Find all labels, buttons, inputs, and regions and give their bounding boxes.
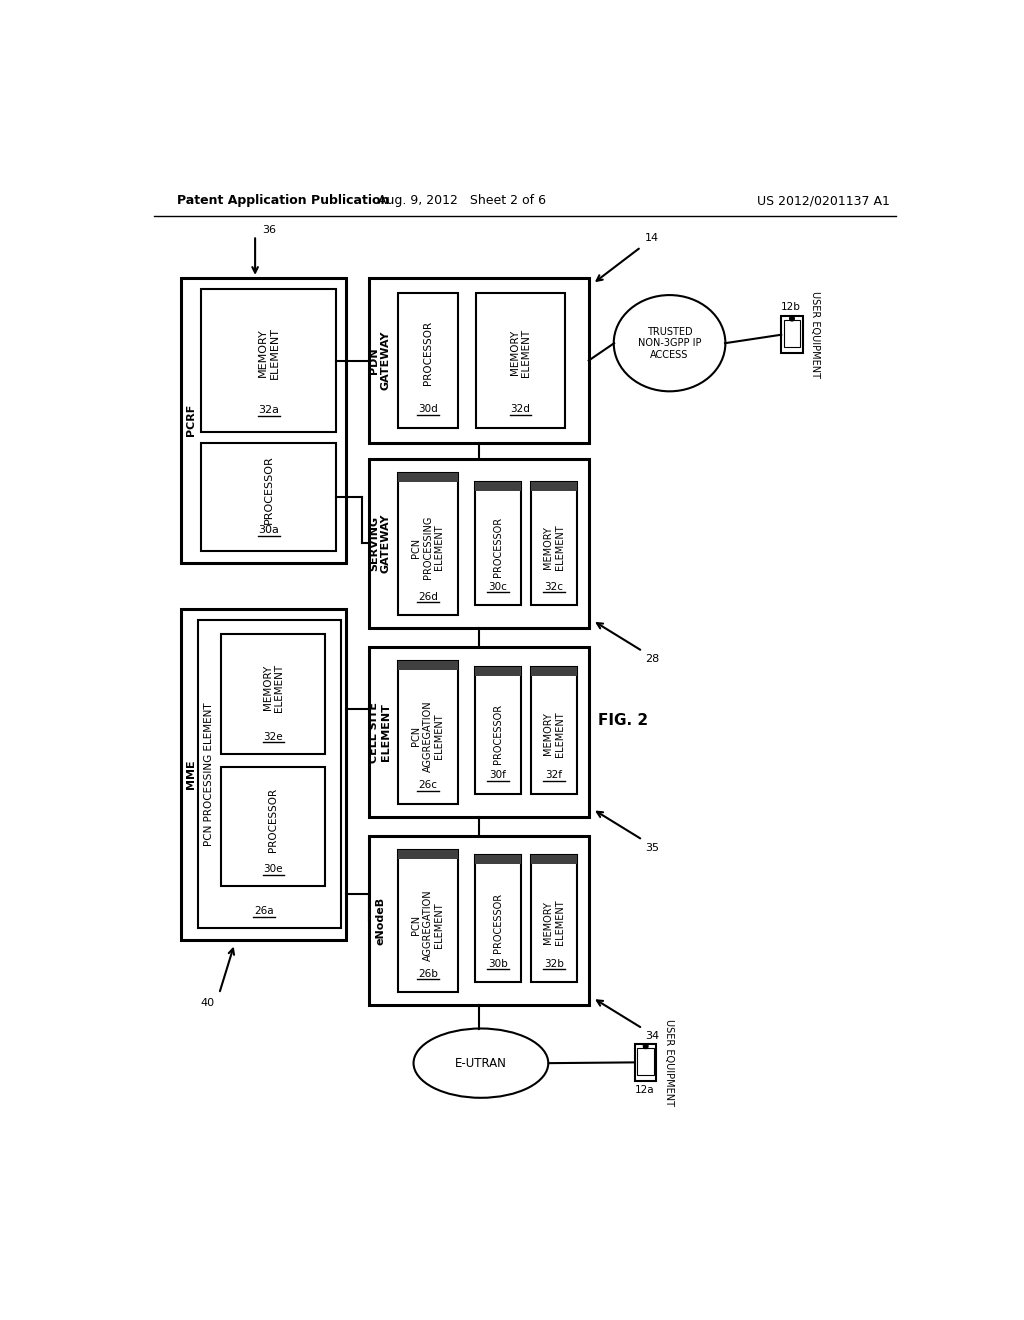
Bar: [180, 277, 346, 562]
Text: Patent Application Publication: Patent Application Publication: [177, 194, 389, 207]
Text: MEMORY
ELEMENT: MEMORY ELEMENT: [544, 900, 565, 945]
Bar: [221, 767, 326, 886]
Text: PROCESSOR: PROCESSOR: [423, 321, 433, 385]
Text: FIG. 2: FIG. 2: [598, 713, 648, 729]
Text: Aug. 9, 2012   Sheet 2 of 6: Aug. 9, 2012 Sheet 2 of 6: [378, 194, 546, 207]
Text: 32f: 32f: [546, 770, 562, 780]
Text: 40: 40: [201, 998, 215, 1008]
Text: 28: 28: [645, 653, 659, 664]
Bar: [221, 635, 326, 754]
Text: PROCESSOR: PROCESSOR: [268, 788, 279, 853]
Text: 30f: 30f: [489, 770, 506, 780]
Bar: [370, 459, 589, 628]
Bar: [180, 609, 346, 940]
Text: MEMORY
ELEMENT: MEMORY ELEMENT: [510, 329, 531, 378]
Ellipse shape: [414, 1028, 548, 1098]
Text: 32d: 32d: [511, 404, 530, 414]
Text: 26c: 26c: [418, 780, 437, 791]
Text: 32c: 32c: [545, 582, 563, 591]
Bar: [531, 855, 578, 865]
Text: MEMORY
ELEMENT: MEMORY ELEMENT: [262, 664, 285, 711]
Text: MEMORY
ELEMENT: MEMORY ELEMENT: [258, 327, 280, 379]
Text: 32e: 32e: [263, 731, 284, 742]
Bar: [199, 620, 341, 928]
Bar: [475, 667, 521, 676]
Text: 30d: 30d: [418, 404, 437, 414]
Text: 36: 36: [262, 224, 275, 235]
Text: PCRF: PCRF: [186, 404, 197, 437]
Text: 14: 14: [645, 232, 658, 243]
Text: TRUSTED
NON-3GPP IP
ACCESS: TRUSTED NON-3GPP IP ACCESS: [638, 326, 701, 360]
Bar: [397, 473, 458, 615]
Bar: [397, 850, 458, 859]
Bar: [475, 855, 521, 982]
Text: PROCESSOR: PROCESSOR: [493, 892, 503, 953]
Text: eNodeB: eNodeB: [375, 896, 385, 945]
Bar: [397, 850, 458, 993]
Bar: [475, 482, 521, 605]
Bar: [783, 321, 801, 347]
Text: MME: MME: [186, 759, 197, 789]
Text: 30a: 30a: [258, 524, 280, 535]
Text: 30c: 30c: [488, 582, 507, 591]
Text: PCN
AGGREGATION
ELEMENT: PCN AGGREGATION ELEMENT: [412, 701, 444, 772]
Text: 26a: 26a: [254, 907, 273, 916]
Bar: [531, 482, 578, 491]
Bar: [475, 855, 521, 865]
Text: 12a: 12a: [634, 1085, 654, 1096]
Bar: [397, 661, 458, 804]
Bar: [637, 1048, 654, 1074]
Bar: [370, 836, 589, 1006]
Bar: [397, 473, 458, 482]
Text: PROCESSOR: PROCESSOR: [493, 517, 503, 577]
Text: 35: 35: [645, 842, 658, 853]
Text: CELL SITE
ELEMENT: CELL SITE ELEMENT: [370, 701, 391, 763]
Text: 30b: 30b: [488, 958, 508, 969]
Bar: [781, 317, 803, 354]
Bar: [475, 482, 521, 491]
Text: SERVING
GATEWAY: SERVING GATEWAY: [370, 513, 391, 573]
Circle shape: [643, 1044, 648, 1048]
Text: PCN
PROCESSING
ELEMENT: PCN PROCESSING ELEMENT: [412, 516, 444, 579]
Text: US 2012/0201137 A1: US 2012/0201137 A1: [757, 194, 890, 207]
Bar: [531, 482, 578, 605]
Text: USER EQUIPMENT: USER EQUIPMENT: [664, 1019, 674, 1106]
Text: USER EQUIPMENT: USER EQUIPMENT: [810, 292, 820, 379]
Text: 26d: 26d: [418, 591, 437, 602]
Bar: [635, 1044, 656, 1081]
Text: 12b: 12b: [780, 302, 801, 312]
Text: PCN
AGGREGATION
ELEMENT: PCN AGGREGATION ELEMENT: [412, 890, 444, 961]
Text: MEMORY
ELEMENT: MEMORY ELEMENT: [544, 711, 565, 756]
Bar: [476, 293, 565, 428]
Bar: [397, 661, 458, 671]
Bar: [370, 277, 589, 444]
Text: 32b: 32b: [544, 958, 564, 969]
Bar: [475, 667, 521, 793]
Text: PROCESSOR: PROCESSOR: [264, 455, 273, 524]
Text: E-UTRAN: E-UTRAN: [455, 1056, 507, 1069]
Ellipse shape: [613, 296, 725, 391]
Text: 26b: 26b: [418, 969, 437, 979]
Bar: [531, 667, 578, 793]
Circle shape: [790, 317, 795, 321]
Bar: [531, 855, 578, 982]
Text: PROCESSOR: PROCESSOR: [493, 704, 503, 764]
Bar: [202, 444, 336, 552]
Bar: [370, 647, 589, 817]
Text: 32a: 32a: [258, 405, 280, 416]
Bar: [202, 289, 336, 432]
Text: PCN PROCESSING ELEMENT: PCN PROCESSING ELEMENT: [204, 702, 214, 846]
Text: 30e: 30e: [263, 865, 284, 874]
Bar: [531, 667, 578, 676]
Bar: [397, 293, 458, 428]
Text: 34: 34: [645, 1031, 658, 1041]
Text: MEMORY
ELEMENT: MEMORY ELEMENT: [544, 524, 565, 570]
Text: PDN
GATEWAY: PDN GATEWAY: [370, 331, 391, 391]
